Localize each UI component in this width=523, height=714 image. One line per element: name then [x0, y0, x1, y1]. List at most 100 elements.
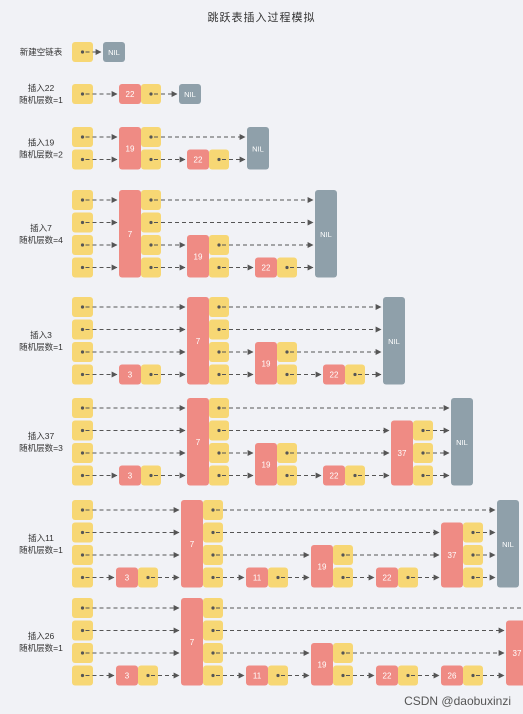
pointer-dot: [80, 350, 85, 354]
pointer-dot: [217, 451, 221, 455]
pointer-dot: [80, 406, 85, 410]
node-key-label: 37: [448, 551, 457, 560]
node-11: 11: [246, 665, 288, 686]
pointer-dot: [211, 508, 215, 512]
step-caption: 插入3 随机层数=1: [19, 330, 63, 352]
node-7: 7: [181, 500, 223, 588]
step-caption: 插入37 随机层数=3: [19, 431, 63, 453]
node-26: 26: [441, 665, 483, 686]
caption-line: 随机层数=1: [19, 643, 63, 653]
node-key-cell: [441, 522, 463, 588]
nil-node: NIL: [451, 398, 473, 486]
node-key-cell: [311, 643, 333, 686]
step-3: 插入19 随机层数=2 19 22 NIL: [19, 127, 269, 170]
pointer-dot: [149, 243, 153, 247]
pointer-dot: [217, 372, 221, 377]
node-19: 19: [255, 443, 297, 486]
node-key-cell: [391, 420, 413, 486]
node-key-cell: [255, 342, 277, 385]
pointer-dot: [80, 530, 85, 535]
caption-line: 插入37: [28, 431, 55, 441]
pointer-dot: [471, 575, 475, 580]
pointer-dot: [80, 451, 85, 455]
node-key-label: 22: [126, 90, 135, 99]
step-caption: 插入7 随机层数=4: [19, 223, 63, 245]
node-37: 37: [391, 420, 433, 486]
caption-line: 插入3: [30, 330, 52, 340]
node-key-cell: [246, 665, 268, 686]
node-key-cell: [119, 84, 141, 104]
node-7: 7: [187, 398, 229, 486]
node-7: 7: [181, 598, 223, 686]
node-key-cell: [119, 465, 141, 486]
pointer-dot: [276, 575, 280, 580]
node-key-cell: [323, 465, 345, 486]
node-key-cell: [255, 257, 277, 278]
head-node: [72, 190, 93, 278]
pointer-dot: [217, 406, 221, 410]
nil-node: NIL: [179, 84, 201, 104]
head-node: [72, 398, 93, 486]
nil-node: NIL: [103, 42, 125, 62]
node-key-cell: [187, 235, 209, 278]
step-caption: 插入19 随机层数=2: [19, 137, 63, 159]
node-22: 22: [187, 149, 229, 170]
caption-line: 随机层数=2: [19, 149, 63, 159]
pointer-dot: [80, 651, 85, 655]
nil-cell: [103, 42, 125, 62]
pointer-dot: [211, 553, 215, 557]
node-22: 22: [376, 567, 418, 588]
pointer-dot: [80, 198, 85, 202]
pointer-dot: [149, 157, 153, 162]
node-key-label: 37: [398, 449, 407, 458]
node-key-label: 37: [513, 649, 522, 658]
step-caption: 插入22 随机层数=1: [19, 83, 63, 105]
nil-label: NIL: [184, 90, 196, 99]
caption-line: 新建空链表: [20, 47, 63, 57]
pointer-dot: [406, 673, 410, 678]
watermark: CSDN @daobuxinzi: [404, 694, 511, 708]
node-key-label: 22: [383, 672, 392, 681]
nil-cell: [497, 500, 519, 588]
head-node: [72, 598, 93, 686]
pointer-dot: [421, 451, 425, 455]
pointer-dot: [149, 92, 153, 96]
head-node: [72, 42, 93, 62]
nil-label: NIL: [502, 540, 514, 549]
pointer-dot: [80, 575, 85, 580]
pointer-dot: [211, 673, 215, 678]
pointer-dot: [80, 508, 85, 512]
nil-label: NIL: [108, 48, 120, 57]
caption-line: 随机层数=1: [19, 342, 63, 352]
pointer-dot: [285, 451, 289, 455]
pointer-dot: [80, 157, 85, 162]
node-3: 3: [116, 567, 158, 588]
nil-node: NIL: [247, 127, 269, 170]
node-key-cell: [441, 665, 463, 686]
pointer-dot: [217, 327, 221, 332]
caption-line: 插入19: [28, 137, 55, 147]
node-key-cell: [376, 665, 398, 686]
node-22: 22: [119, 84, 161, 104]
node-key-label: 22: [262, 264, 271, 273]
nil-label: NIL: [388, 337, 400, 346]
pointer-dot: [80, 265, 85, 270]
caption-line: 插入11: [28, 533, 54, 543]
caption-line: 插入22: [28, 83, 55, 93]
node-key-cell: [181, 598, 203, 686]
pointer-dot: [471, 530, 475, 535]
pointer-dot: [341, 673, 345, 678]
step-1: 新建空链表 NIL: [20, 42, 125, 62]
node-3: 3: [119, 364, 161, 385]
node-key-label: 19: [262, 359, 271, 368]
node-key-cell: [181, 500, 203, 588]
node-key-label: 19: [318, 660, 327, 669]
pointer-dot: [471, 673, 475, 678]
pointer-dot: [285, 372, 289, 377]
node-key-label: 7: [190, 540, 195, 549]
pointer-dot: [80, 372, 85, 377]
node-key-cell: [311, 545, 333, 588]
node-key-label: 19: [126, 144, 135, 153]
